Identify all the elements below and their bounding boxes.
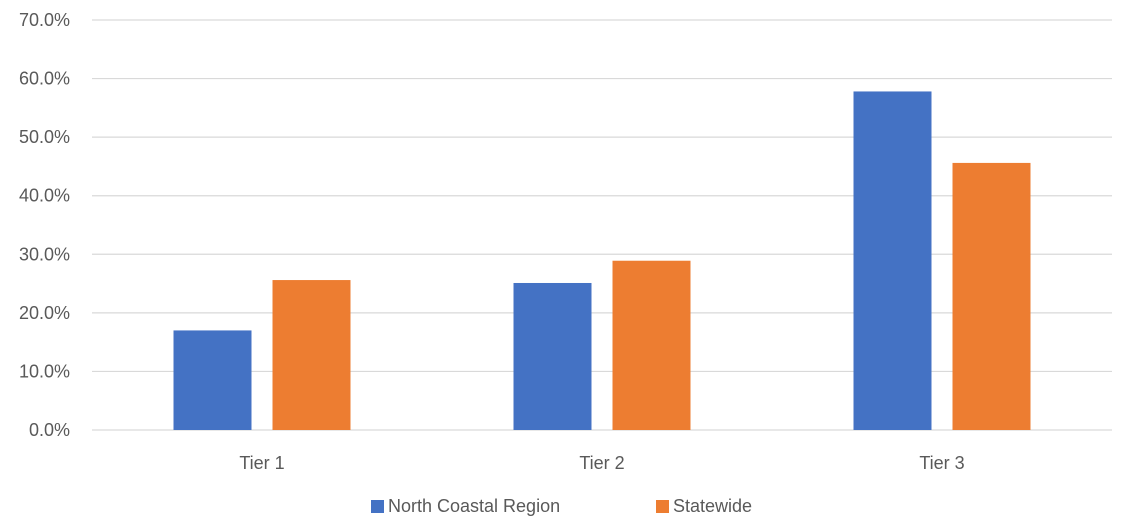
y-tick-label: 0.0% xyxy=(29,420,70,440)
x-axis-category-labels: Tier 1 Tier 2 Tier 3 xyxy=(239,453,964,473)
bar-tier-2-north-coastal-region xyxy=(513,282,592,430)
y-tick-label: 60.0% xyxy=(19,69,70,89)
legend-label: Statewide xyxy=(673,496,752,516)
x-category-label: Tier 3 xyxy=(919,453,964,473)
gridlines xyxy=(92,19,1112,431)
bar-tier-3-statewide xyxy=(952,162,1031,430)
y-tick-label: 70.0% xyxy=(19,10,70,30)
legend-item-north-coastal-region: North Coastal Region xyxy=(371,496,560,516)
legend-item-statewide: Statewide xyxy=(656,496,752,516)
legend: North Coastal Region Statewide xyxy=(371,496,752,516)
x-category-label: Tier 2 xyxy=(579,453,624,473)
bar-tier-2-statewide xyxy=(612,260,691,430)
bars xyxy=(173,91,1031,430)
y-tick-label: 30.0% xyxy=(19,244,70,264)
y-tick-label: 20.0% xyxy=(19,303,70,323)
y-tick-label: 50.0% xyxy=(19,127,70,147)
x-category-label: Tier 1 xyxy=(239,453,284,473)
bar-tier-3-north-coastal-region xyxy=(853,91,932,430)
legend-swatch xyxy=(656,500,669,513)
legend-swatch xyxy=(371,500,384,513)
bar-tier-1-statewide xyxy=(272,280,351,430)
legend-label: North Coastal Region xyxy=(388,496,560,516)
y-tick-label: 10.0% xyxy=(19,361,70,381)
y-axis-tick-labels: 0.0% 10.0% 20.0% 30.0% 40.0% 50.0% 60.0% 70.0% xyxy=(19,10,70,440)
y-tick-label: 40.0% xyxy=(19,186,70,206)
bar-tier-1-north-coastal-region xyxy=(173,330,252,430)
